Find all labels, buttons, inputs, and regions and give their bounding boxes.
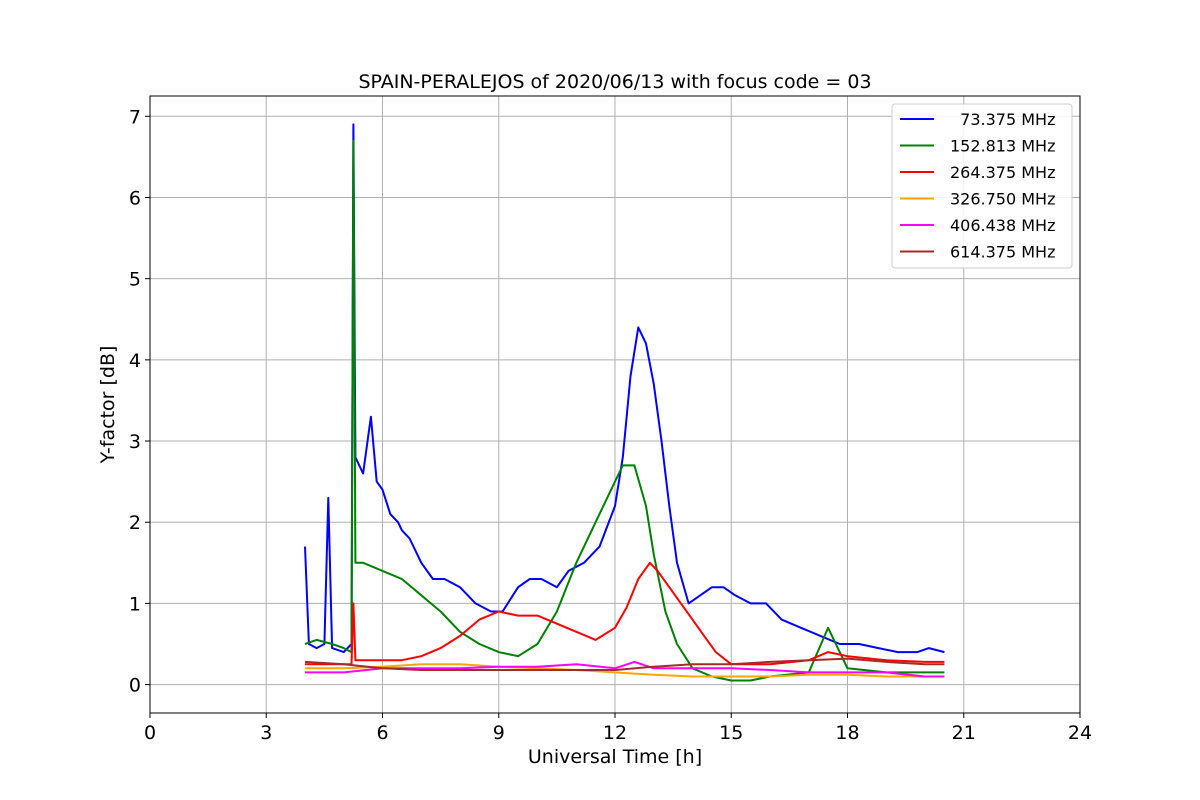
legend-label: 614.375 MHz — [950, 243, 1055, 262]
x-tick-label: 18 — [835, 722, 859, 744]
y-tick-label: 0 — [129, 675, 141, 697]
x-tick-label: 24 — [1068, 722, 1092, 744]
series-line-3 — [305, 663, 945, 678]
series-line-5 — [304, 657, 945, 671]
legend-label: 264.375 MHz — [950, 163, 1055, 182]
series-layer — [304, 123, 945, 682]
series-line-2 — [305, 561, 945, 666]
y-axis-label: Y-factor [dB] — [97, 346, 119, 465]
y-tick-label: 2 — [129, 512, 141, 534]
y-tick-label: 7 — [129, 106, 141, 128]
x-tick-label: 9 — [493, 722, 505, 744]
x-tick-label: 12 — [603, 722, 627, 744]
legend-box — [891, 103, 1073, 269]
y-tick-label: 1 — [129, 593, 141, 615]
x-axis-label: Universal Time [h] — [528, 746, 702, 768]
series-line-0 — [304, 123, 945, 654]
legend-label: 73.375 MHz — [950, 110, 1055, 129]
y-tick-label: 6 — [129, 187, 141, 209]
x-tick-label: 3 — [260, 722, 272, 744]
x-tick-label: 6 — [376, 722, 388, 744]
series-line-4 — [305, 660, 945, 678]
legend-label: 406.438 MHz — [950, 216, 1055, 235]
x-tick-label: 21 — [952, 722, 976, 744]
legend-label: 152.813 MHz — [950, 137, 1055, 156]
y-tick-label: 5 — [129, 269, 141, 291]
x-tick-label: 15 — [719, 722, 743, 744]
legend: 73.375 MHz 152.813 MHz 264.375 MHz 326.750 … — [891, 103, 1073, 269]
y-tick-label: 3 — [129, 431, 141, 453]
x-tick-label: 0 — [144, 722, 156, 744]
chart-title: SPAIN-PERALEJOS of 2020/06/13 with focus… — [358, 71, 871, 93]
y-tick-label: 4 — [129, 350, 141, 372]
legend-label: 326.750 MHz — [950, 190, 1055, 209]
